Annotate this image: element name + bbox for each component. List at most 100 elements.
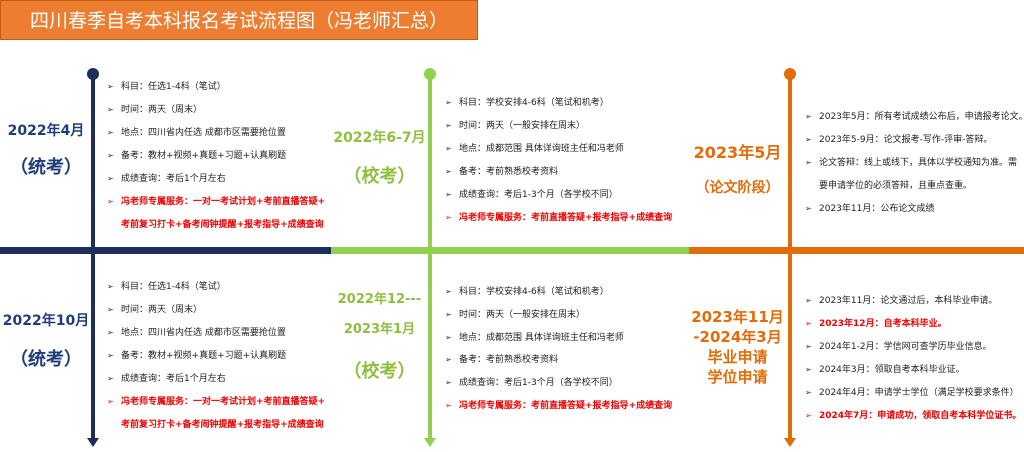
- bullet-arrow-icon: ➢: [107, 305, 114, 314]
- list-item: ➢ 冯老师专属服务：考前直播答疑+报考指导+成绩查询: [445, 210, 672, 223]
- navy-arrow-icon: [87, 438, 99, 447]
- timeline-navy-segment: [0, 247, 331, 254]
- list-item: ➢ 时间：两天（一般安排在周末）: [445, 118, 585, 131]
- list-item-text: 论文答辩：线上或线下，具体以学校通知为准。需: [819, 158, 1018, 168]
- bullet-arrow-icon: ➢: [445, 213, 452, 222]
- list-item-text: 冯老师专属服务：考前直播答疑+报考指导+成绩查询: [459, 213, 673, 223]
- list-item: ➢ 地点：四川省内任选 成都市区需要抢位置: [107, 125, 286, 138]
- bullet-arrow-icon: ➢: [805, 342, 812, 351]
- bullet-arrow-icon: ➢: [805, 411, 812, 420]
- list-item: ➢ 2023年11月：论文通过后，本科毕业申请。: [805, 293, 997, 306]
- list-item: 要申请学位的必须答辩，且重点查重。: [805, 178, 972, 191]
- bullet-arrow-icon: ➢: [445, 167, 452, 176]
- list-item-text: 备考：考前熟悉校考资料: [459, 167, 559, 177]
- bullet-arrow-icon: ➢: [445, 144, 452, 153]
- list-item: ➢ 2023年12月：自考本科毕业。: [805, 316, 947, 329]
- bullet-arrow-icon: ➢: [445, 332, 452, 342]
- stage-date: -2024年3月: [693, 328, 782, 346]
- bullet-arrow-icon: ➢: [107, 328, 114, 337]
- green-vertical-line: [428, 72, 432, 442]
- list-item-text: 成绩查询：考后1个月左右: [121, 374, 226, 384]
- list-item: ➢ 2024年7月：申请成功，领取自考本科学位证书。: [805, 408, 1021, 421]
- list-item: ➢ 科目：任选1-4科（笔试）: [107, 79, 226, 92]
- list-item: ➢ 2023年11月：公布论文成绩: [805, 201, 934, 214]
- list-item-text: 时间：两天（周末）: [121, 105, 203, 115]
- bullet-arrow-icon: ➢: [805, 135, 812, 144]
- list-item-text: 科目：学校安排4-6科（笔试和机考）: [459, 287, 609, 297]
- list-item-text: 2023年11月：论文通过后，本科毕业申请。: [819, 296, 998, 306]
- stage-date: 2023年1月: [343, 322, 416, 337]
- stage-type: （统考）: [10, 349, 82, 370]
- list-item-text: 2024年7月：申请成功，领取自考本科学位证书。: [819, 411, 1022, 421]
- list-item: 考前复习打卡+备考闹钟提醒+报考指导+成绩查询: [107, 417, 324, 430]
- bullet-arrow-icon: ➢: [445, 355, 452, 365]
- list-item: ➢ 2024年3月：领取自考本科毕业证。: [805, 362, 965, 375]
- list-item-text: 2024年3月：领取自考本科毕业证。: [819, 365, 965, 375]
- list-item: ➢ 冯老师专属服务：考前直播答疑+报考指导+成绩查询: [445, 398, 672, 411]
- bullet-arrow-icon: ➢: [107, 197, 114, 206]
- bullet-arrow-icon: ➢: [445, 98, 452, 107]
- list-item-text: 科目：学校安排4-6科（笔试和机考）: [459, 98, 609, 108]
- list-item-text: 考前复习打卡+备考闹钟提醒+报考指导+成绩查询: [121, 220, 324, 230]
- bullet-arrow-icon: ➢: [445, 378, 452, 388]
- list-item-text: 成绩查询：考后1个月左右: [121, 174, 226, 184]
- bullet-arrow-icon: ➢: [445, 309, 452, 319]
- list-item-text: 科目：任选1-4科（笔试）: [121, 282, 226, 292]
- orange-dot-icon: [784, 68, 796, 80]
- list-item-text: 2024年4月：申请学士学位（满足学校要求条件）: [819, 388, 1019, 398]
- bullet-arrow-icon: ➢: [445, 190, 452, 199]
- list-item: ➢ 论文答辩：线上或线下，具体以学校通知为准。需: [805, 155, 1017, 168]
- list-item-text: 地点：成都范围 具体详询班主任和冯老师: [459, 144, 624, 154]
- bullet-arrow-icon: ➢: [445, 287, 452, 296]
- bullet-arrow-icon: ➢: [805, 365, 812, 374]
- bullet-arrow-icon: ➢: [107, 82, 114, 91]
- timeline-green-segment: [331, 247, 689, 254]
- list-item-text: 2024年1-2月：学信网可查学历毕业信息。: [819, 342, 992, 352]
- bullet-arrow-icon: ➢: [107, 374, 114, 383]
- list-item: ➢ 科目：学校安排4-6科（笔试和机考）: [445, 284, 609, 297]
- list-item-text: 时间：两天（周末）: [121, 305, 203, 315]
- list-item-text: 要申请学位的必须答辩，且重点查重。: [819, 181, 973, 191]
- list-item: ➢ 成绩查询：考后1-3个月（各学校不同）: [445, 375, 618, 388]
- navy-dot-icon: [87, 68, 99, 80]
- list-item-text: 时间：两天（一般安排在周末）: [459, 121, 586, 131]
- bullet-arrow-icon: ➢: [805, 296, 812, 305]
- bullet-arrow-icon: ➢: [107, 151, 114, 160]
- list-item: ➢ 成绩查询：考后1-3个月（各学校不同）: [445, 187, 618, 200]
- list-item: ➢ 2023年5月：所有考试成绩公布后，申请报考论文。: [805, 109, 1024, 122]
- bullet-arrow-icon: ➢: [107, 282, 114, 291]
- bullet-arrow-icon: ➢: [805, 319, 812, 328]
- stage-type: 学位申请: [707, 368, 768, 386]
- list-item: ➢ 时间：两天（周末）: [107, 302, 202, 315]
- bullet-arrow-icon: ➢: [445, 401, 452, 410]
- list-item-text: 2023年12月：自考本科毕业。: [819, 319, 947, 329]
- list-item-text: 地点：四川省内任选 成都市区需要抢位置: [121, 128, 286, 138]
- bullet-arrow-icon: ➢: [107, 397, 114, 406]
- bullet-arrow-icon: ➢: [805, 388, 812, 397]
- list-item-text: 2023年5-9月：论文报考-写作-评审-答辩。: [819, 135, 993, 145]
- stage-type: 毕业申请: [707, 348, 768, 366]
- list-item-text: 地点：四川省内任选 成都市区需要抢位置: [121, 328, 286, 338]
- navy-vertical-line: [91, 72, 95, 442]
- list-item-text: 2023年11月：公布论文成绩: [819, 204, 935, 214]
- bullet-arrow-icon: ➢: [107, 128, 114, 137]
- list-item-text: 冯老师专属服务：考前直播答疑+报考指导+成绩查询: [459, 401, 673, 411]
- orange-arrow-icon: [784, 438, 796, 447]
- list-item: ➢ 科目：任选1-4科（笔试）: [107, 279, 226, 292]
- list-item-text: 成绩查询：考后1-3个月（各学校不同）: [459, 190, 618, 200]
- stage-date: 2022年12---: [337, 292, 422, 307]
- list-item: ➢ 备考：考前熟悉校考资料: [445, 352, 558, 365]
- list-item-text: 时间：两天（一般安排在周末）: [459, 309, 586, 320]
- list-item: ➢ 地点：四川省内任选 成都市区需要抢位置: [107, 325, 286, 338]
- page-title: 四川春季自考本科报名考试流程图（冯老师汇总）: [0, 0, 478, 40]
- list-item: ➢ 成绩查询：考后1个月左右: [107, 171, 226, 184]
- list-item: 考前复习打卡+备考闹钟提醒+报考指导+成绩查询: [107, 217, 324, 230]
- list-item: ➢ 地点：成都范围 具体详询班主任和冯老师: [445, 141, 624, 154]
- bullet-arrow-icon: ➢: [445, 121, 452, 130]
- list-item: ➢ 2024年4月：申请学士学位（满足学校要求条件）: [805, 385, 1019, 398]
- stage-type: （论文阶段）: [695, 180, 780, 196]
- bullet-arrow-icon: ➢: [107, 351, 114, 360]
- list-item-text: 2023年5月：所有考试成绩公布后，申请报考论文。: [819, 112, 1024, 122]
- stage-date: 2023年11月: [691, 308, 784, 326]
- stage-date: 2022年4月: [7, 123, 85, 139]
